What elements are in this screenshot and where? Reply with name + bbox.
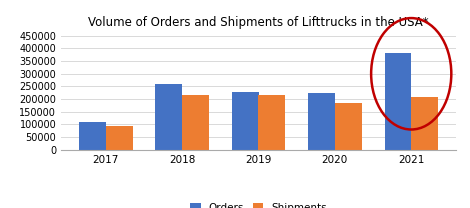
Bar [156,84,182,150]
Bar [335,103,361,150]
Title: Volume of Orders and Shipments of Lifttrucks in the USA*: Volume of Orders and Shipments of Lifttr… [88,16,429,29]
Bar [258,95,285,150]
Bar [106,126,133,150]
Bar [308,93,335,150]
Bar [384,53,411,150]
Bar [411,97,438,150]
Bar [79,122,106,150]
Legend: Orders, Shipments: Orders, Shipments [186,199,331,208]
Bar [232,92,259,150]
Bar [182,95,209,150]
